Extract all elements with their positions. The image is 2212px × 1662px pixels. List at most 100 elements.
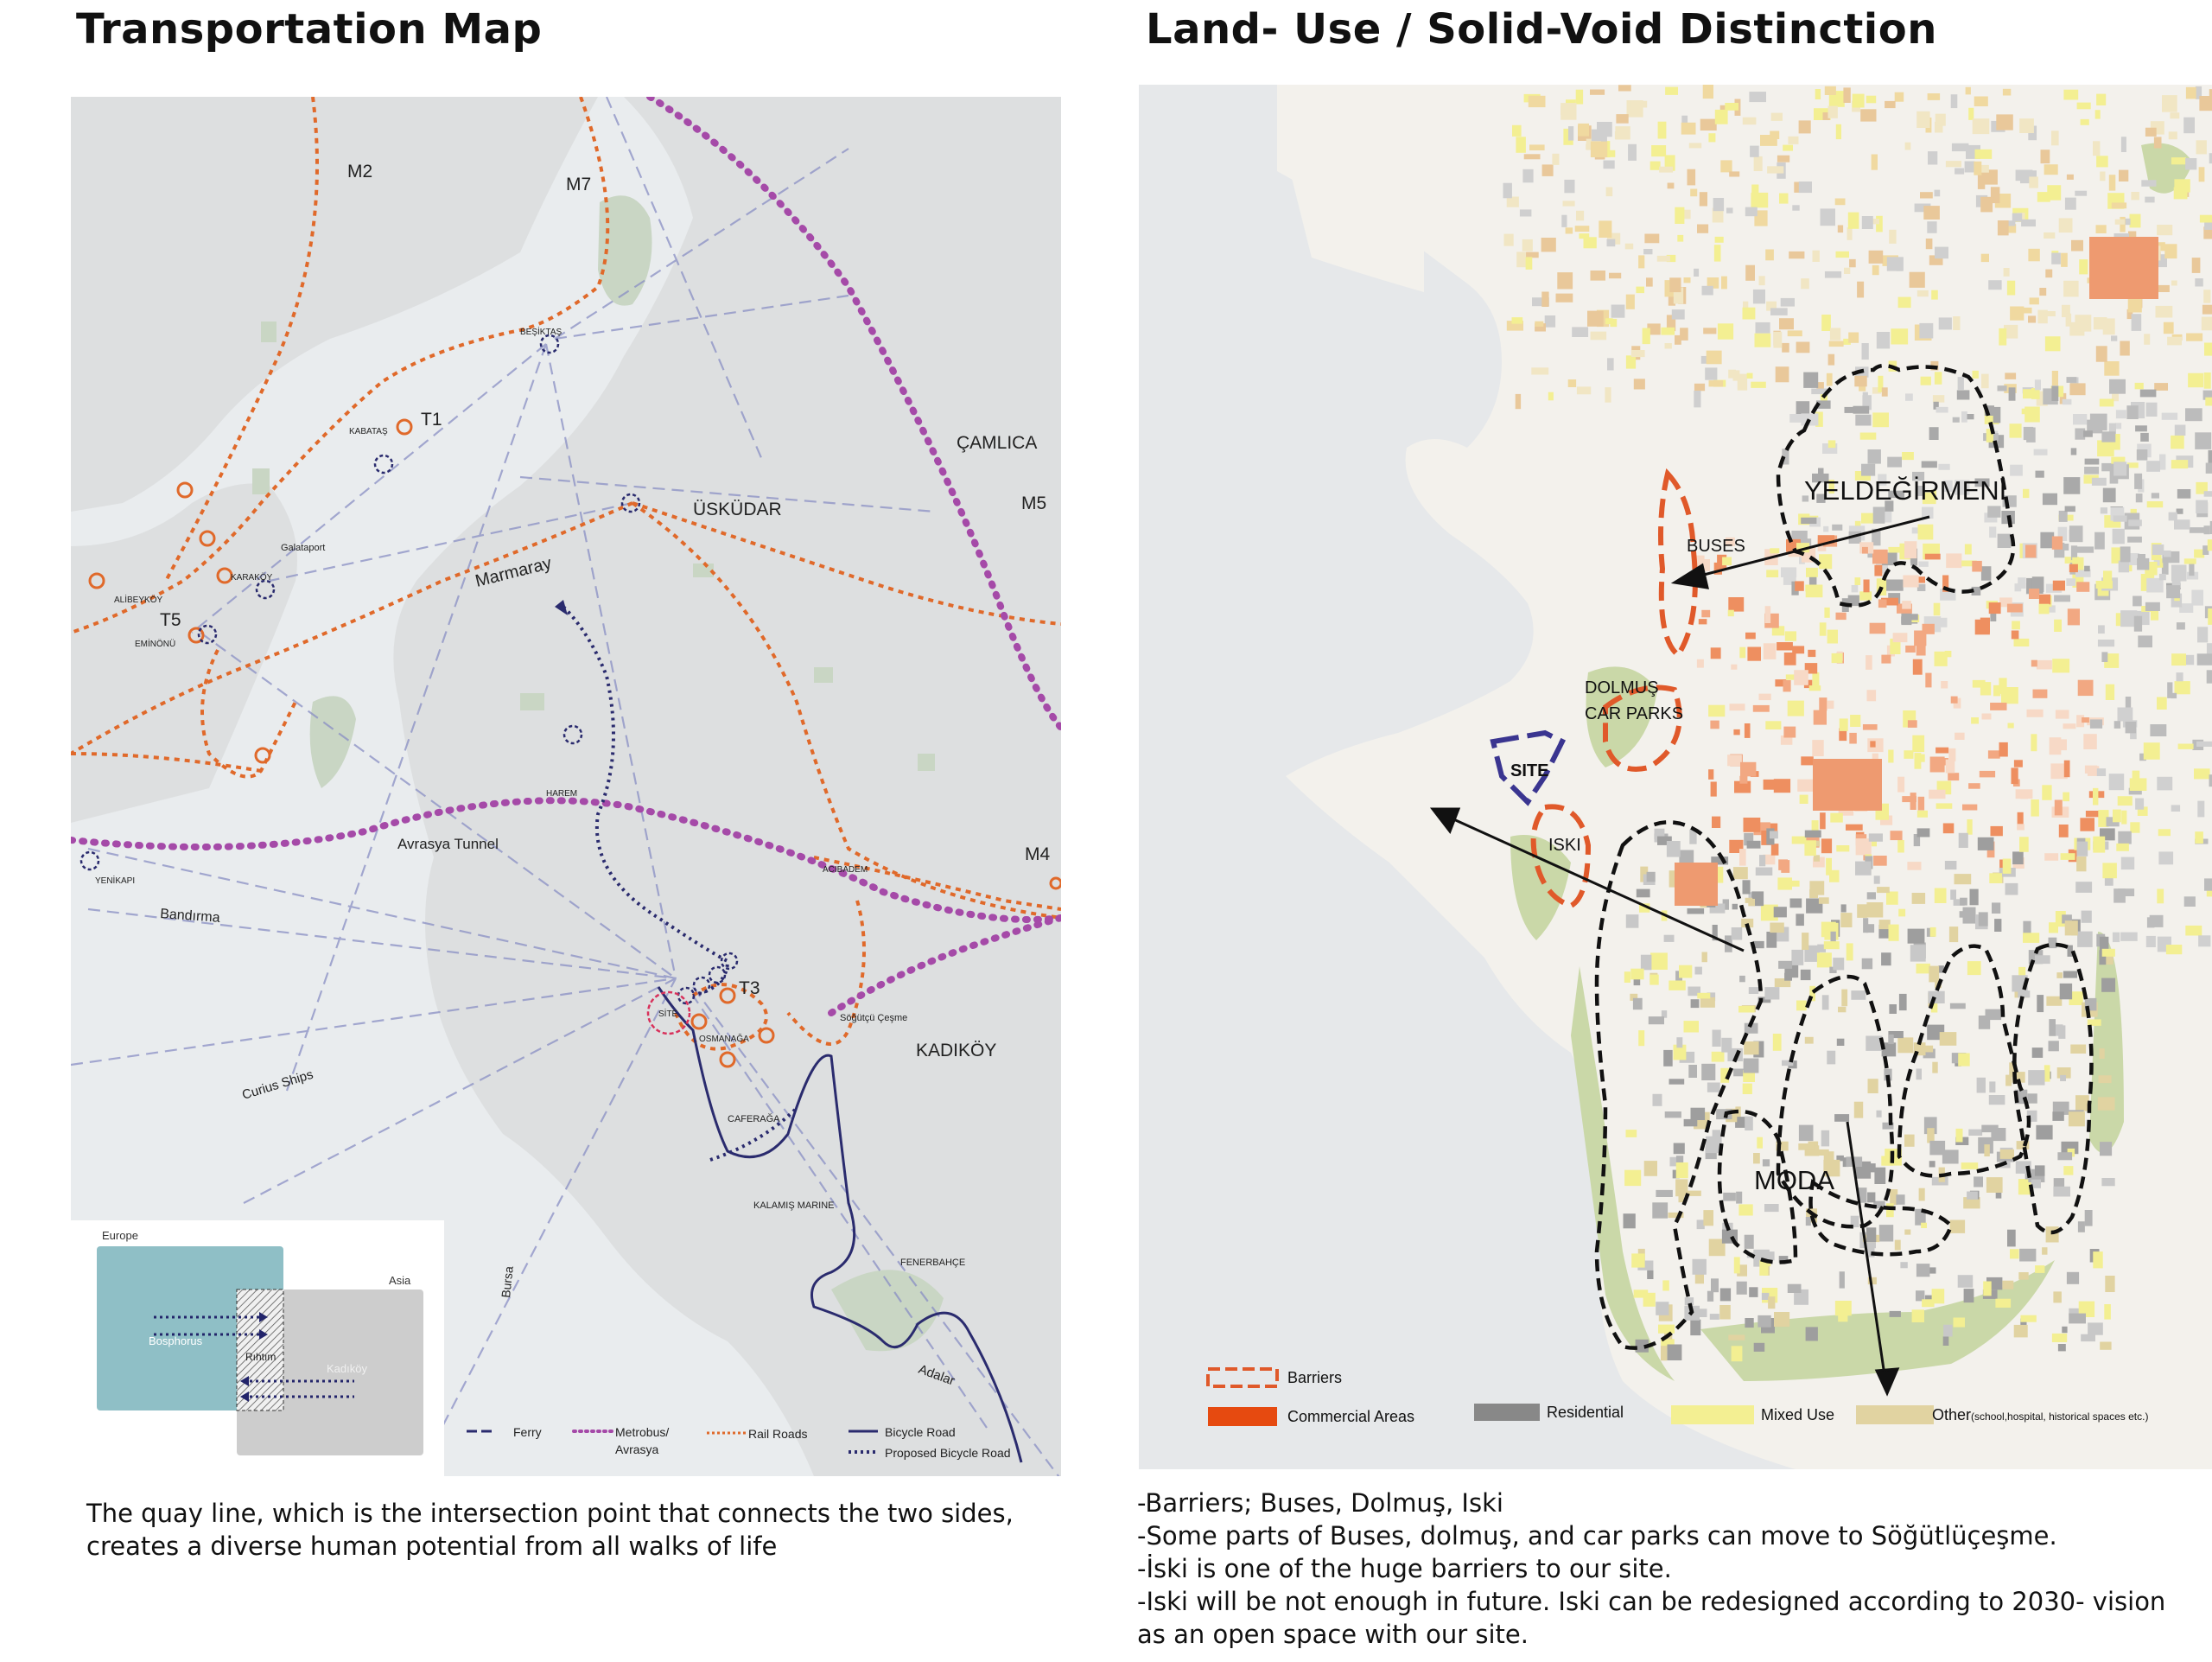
building-block bbox=[2029, 176, 2038, 188]
building-block bbox=[2051, 131, 2059, 146]
building-block bbox=[1974, 1176, 1983, 1188]
building-block bbox=[1708, 769, 1714, 780]
building-block bbox=[2166, 585, 2181, 599]
building-block bbox=[1702, 85, 1713, 99]
building-block bbox=[1557, 272, 1573, 290]
building-block bbox=[1903, 575, 1919, 588]
building-block bbox=[1957, 377, 1964, 390]
building-block bbox=[1661, 1346, 1668, 1361]
building-block bbox=[1717, 323, 1734, 340]
building-block bbox=[2076, 546, 2094, 553]
building-block bbox=[2196, 500, 2208, 513]
building-block bbox=[1614, 131, 1624, 140]
building-block bbox=[1904, 1229, 1911, 1235]
building-block bbox=[1909, 271, 1925, 288]
building-block bbox=[2194, 768, 2210, 780]
building-block bbox=[1755, 867, 1773, 876]
rihtim-zone bbox=[236, 1289, 284, 1411]
building-block bbox=[2004, 324, 2018, 339]
building-block bbox=[1950, 889, 1956, 900]
building-block bbox=[1606, 239, 1616, 247]
building-block bbox=[1872, 528, 1881, 546]
building-block bbox=[1650, 952, 1668, 970]
building-block bbox=[1916, 1068, 1922, 1080]
arrow-head-icon bbox=[1874, 1367, 1900, 1397]
building-block bbox=[1833, 958, 1845, 971]
building-block bbox=[1913, 834, 1921, 847]
building-block bbox=[1853, 405, 1870, 414]
building-block bbox=[2023, 426, 2034, 441]
building-block bbox=[1795, 581, 1804, 591]
building-block bbox=[1721, 1037, 1732, 1053]
building-block bbox=[2171, 575, 2181, 589]
building-block bbox=[1787, 330, 1802, 337]
building-block bbox=[2031, 388, 2040, 399]
building-block bbox=[2125, 722, 2137, 734]
building-block bbox=[1694, 268, 1700, 277]
building-block bbox=[1962, 907, 1976, 924]
building-block bbox=[1919, 322, 1934, 339]
building-block bbox=[2120, 546, 2131, 563]
building-block bbox=[1711, 1278, 1719, 1293]
building-block bbox=[1750, 145, 1759, 157]
building-block bbox=[1823, 1151, 1834, 1162]
building-block bbox=[1708, 704, 1726, 717]
building-block bbox=[1834, 198, 1846, 206]
note-line: -Some parts of Buses, dolmuş, and car pa… bbox=[1137, 1521, 2057, 1551]
building-block bbox=[1548, 392, 1554, 401]
building-block bbox=[1777, 155, 1790, 162]
building-block bbox=[2015, 169, 2033, 181]
building-block bbox=[2049, 922, 2058, 933]
building-block bbox=[2083, 734, 2097, 749]
building-block bbox=[1761, 1292, 1770, 1300]
building-block bbox=[1826, 373, 1833, 386]
building-block bbox=[1953, 316, 1961, 330]
building-block bbox=[1764, 987, 1780, 1000]
building-block bbox=[1638, 255, 1645, 269]
building-block bbox=[2204, 342, 2212, 356]
building-block bbox=[1855, 414, 1872, 426]
building-block bbox=[2057, 1152, 2073, 1161]
building-block bbox=[1914, 753, 1922, 769]
legend-mixed: Mixed Use bbox=[1761, 1406, 1834, 1423]
building-block bbox=[2115, 410, 2126, 419]
building-block bbox=[1751, 381, 1766, 388]
building-block bbox=[2167, 682, 2173, 698]
building-block bbox=[1877, 887, 1890, 894]
building-block bbox=[1957, 1275, 1974, 1288]
building-block bbox=[1757, 1137, 1763, 1149]
building-block bbox=[1765, 249, 1774, 261]
building-block bbox=[1656, 1189, 1673, 1197]
building-block bbox=[2209, 520, 2212, 534]
building-block bbox=[1690, 1107, 1706, 1120]
building-block bbox=[1701, 609, 1711, 618]
building-block bbox=[1576, 210, 1585, 221]
building-block bbox=[1564, 179, 1575, 194]
building-block bbox=[1759, 1251, 1775, 1261]
building-block bbox=[1929, 756, 1945, 773]
building-block bbox=[1784, 631, 1796, 641]
building-block bbox=[1866, 95, 1877, 104]
building-block bbox=[1746, 840, 1761, 849]
building-block bbox=[1821, 1130, 1830, 1147]
building-block bbox=[2204, 878, 2212, 891]
building-block bbox=[2027, 1093, 2037, 1104]
building-block bbox=[2062, 914, 2072, 924]
building-block bbox=[1955, 480, 1970, 495]
building-block bbox=[2069, 1308, 2082, 1315]
building-block bbox=[2120, 137, 2126, 152]
building-block bbox=[2130, 822, 2140, 833]
building-block bbox=[2176, 672, 2183, 682]
building-block bbox=[1987, 750, 2000, 759]
building-block bbox=[2183, 558, 2196, 564]
building-block bbox=[1920, 192, 1933, 199]
building-block bbox=[1981, 1124, 1999, 1133]
building-block bbox=[2135, 425, 2147, 432]
building-block bbox=[2111, 202, 2127, 209]
building-block bbox=[2037, 309, 2048, 324]
building-block bbox=[1904, 142, 1911, 150]
building-block bbox=[1965, 86, 1971, 95]
inset-bosphorus: Bosphorus bbox=[149, 1334, 203, 1347]
building-block bbox=[2036, 1124, 2053, 1140]
building-block bbox=[1794, 1289, 1808, 1305]
